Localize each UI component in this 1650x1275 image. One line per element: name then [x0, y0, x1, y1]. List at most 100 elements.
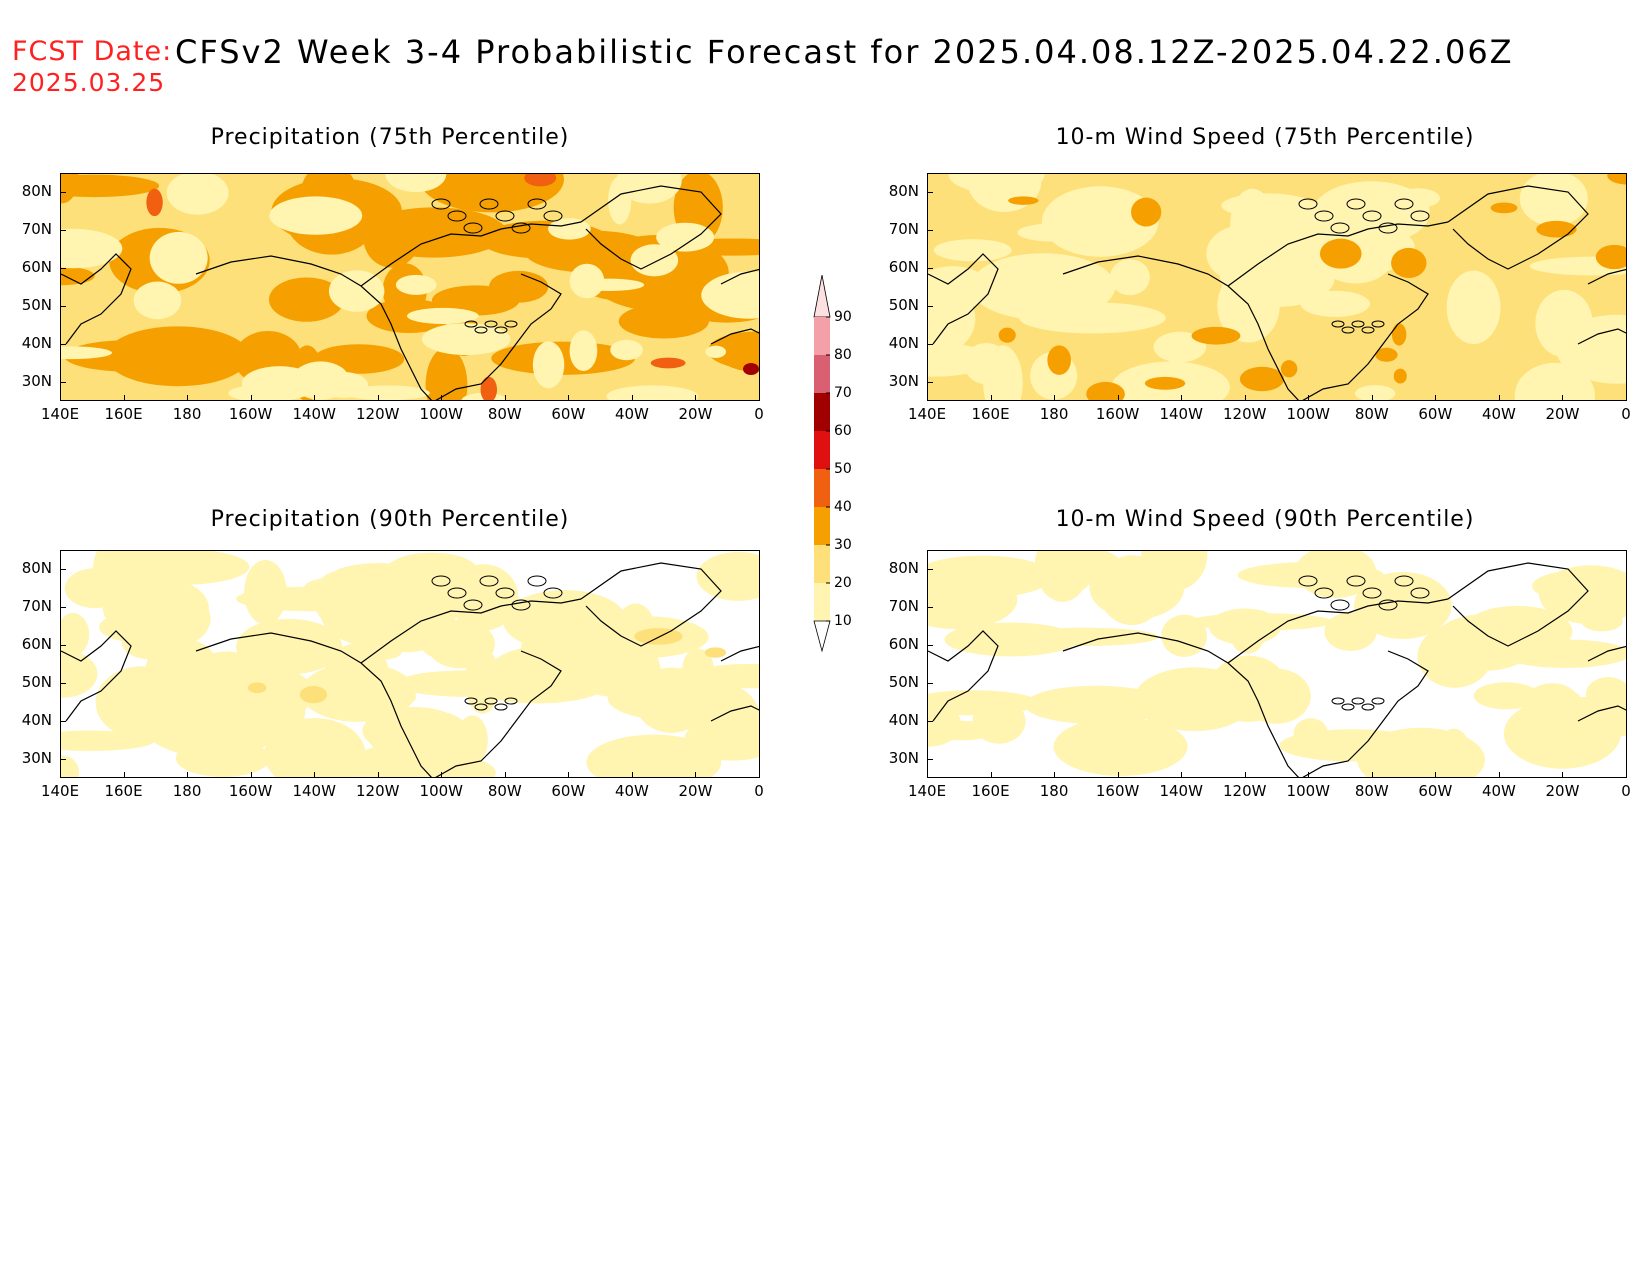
lake-outline	[484, 697, 498, 705]
field-contour	[684, 717, 759, 761]
lon-tick-mark	[695, 772, 697, 778]
coastline	[1302, 650, 1429, 777]
lat-tick-mark	[927, 721, 933, 722]
field-contour	[228, 384, 298, 400]
coastline	[1302, 273, 1429, 400]
coastline	[195, 255, 432, 400]
lon-tick-mark	[1308, 395, 1310, 401]
field-contour	[1109, 259, 1150, 296]
lake-outline	[1361, 703, 1375, 711]
coastline	[580, 562, 722, 647]
colorbar-swatch	[814, 393, 830, 431]
colorbar-label: 20	[834, 575, 852, 591]
lake-outline	[504, 320, 518, 328]
lon-tick-label: 160W	[228, 782, 273, 800]
field-contour	[236, 618, 343, 675]
colorbar-top-arrow	[813, 275, 831, 318]
lat-tick-label: 60N	[888, 258, 919, 276]
lon-tick-label: 160W	[228, 405, 273, 423]
field-contour	[61, 228, 123, 269]
lon-tick-label: 160E	[971, 405, 1010, 423]
colorbar-label: 70	[834, 385, 852, 401]
map-field	[61, 551, 759, 777]
coastline	[580, 185, 722, 270]
field-contour	[1391, 323, 1407, 346]
field-contour	[1134, 667, 1255, 732]
field-contour	[61, 613, 90, 656]
lon-tick-mark	[1308, 772, 1310, 778]
field-contour	[488, 270, 549, 303]
field-contour	[166, 174, 229, 215]
field-contour	[388, 574, 457, 626]
field-contour	[1393, 368, 1407, 384]
lat-tick-mark	[60, 759, 66, 760]
field-contour	[61, 649, 98, 698]
field-contour	[1187, 613, 1333, 631]
lat-tick-mark	[927, 683, 933, 684]
field-contour	[385, 174, 447, 193]
lon-tick-mark	[377, 395, 379, 401]
lon-tick-mark	[187, 772, 189, 778]
lon-tick-mark	[990, 772, 992, 778]
lon-tick-mark	[504, 395, 506, 401]
field-contour	[705, 345, 727, 359]
lon-tick-mark	[695, 395, 697, 401]
lon-tick-label: 160W	[1095, 782, 1140, 800]
lon-tick-label: 40W	[614, 405, 649, 423]
island-outline	[1362, 210, 1382, 222]
island-outline	[1410, 587, 1430, 599]
lake-outline	[494, 703, 508, 711]
coastline	[1447, 562, 1589, 647]
lat-tick-mark	[60, 192, 66, 193]
island-outline	[447, 587, 467, 599]
colorbar-swatch	[814, 355, 830, 393]
field-contour	[1293, 718, 1329, 750]
lake-outline	[1371, 697, 1385, 705]
lat-tick-mark	[60, 569, 66, 570]
lon-tick-label: 140E	[40, 405, 80, 423]
field-contour	[1041, 186, 1159, 257]
field-contour	[446, 743, 478, 777]
field-contour	[634, 628, 683, 645]
lon-tick-mark	[1371, 395, 1373, 401]
lat-tick-label: 50N	[888, 673, 919, 691]
field-contour	[269, 196, 363, 235]
lon-tick-label: 120W	[1222, 405, 1267, 423]
field-contour	[1354, 385, 1396, 400]
lon-tick-mark	[1117, 772, 1119, 778]
island-outline	[1394, 575, 1414, 587]
colorbar-swatch	[814, 545, 830, 583]
field-contour	[743, 363, 759, 375]
field-contour	[299, 685, 328, 704]
lat-tick-mark	[60, 721, 66, 722]
lat-tick-mark	[60, 268, 66, 269]
lon-tick-label: 120W	[355, 782, 400, 800]
field-contour	[928, 720, 998, 741]
coastline	[1447, 185, 1589, 270]
colorbar-bottom-arrow	[813, 620, 831, 653]
field-contour	[569, 263, 605, 299]
field-contour	[1220, 248, 1335, 307]
field-contour	[1191, 326, 1241, 345]
lat-tick-label: 70N	[21, 220, 52, 238]
field-contour	[1241, 668, 1311, 724]
lon-tick-label: 80W	[1354, 782, 1389, 800]
field-contour	[225, 674, 312, 705]
lon-tick-mark	[441, 772, 443, 778]
lon-tick-mark	[568, 772, 570, 778]
colorbar	[813, 275, 831, 653]
lat-tick-mark	[60, 382, 66, 383]
lon-tick-label: 120W	[355, 405, 400, 423]
field-contour	[61, 174, 79, 204]
lat-tick-label: 50N	[21, 296, 52, 314]
panel-title-wind-75: 10-m Wind Speed (75th Percentile)	[1055, 125, 1475, 150]
panel-title-precip-90: Precipitation (90th Percentile)	[210, 507, 570, 532]
lon-tick-label: 140W	[1159, 782, 1203, 800]
lon-tick-mark	[990, 395, 992, 401]
lake-outline	[474, 326, 488, 334]
colorbar-swatch	[814, 469, 830, 507]
lon-tick-label: 140E	[40, 782, 80, 800]
lon-tick-label: 80W	[487, 782, 522, 800]
field-contour	[704, 647, 727, 658]
lake-outline	[1361, 326, 1375, 334]
